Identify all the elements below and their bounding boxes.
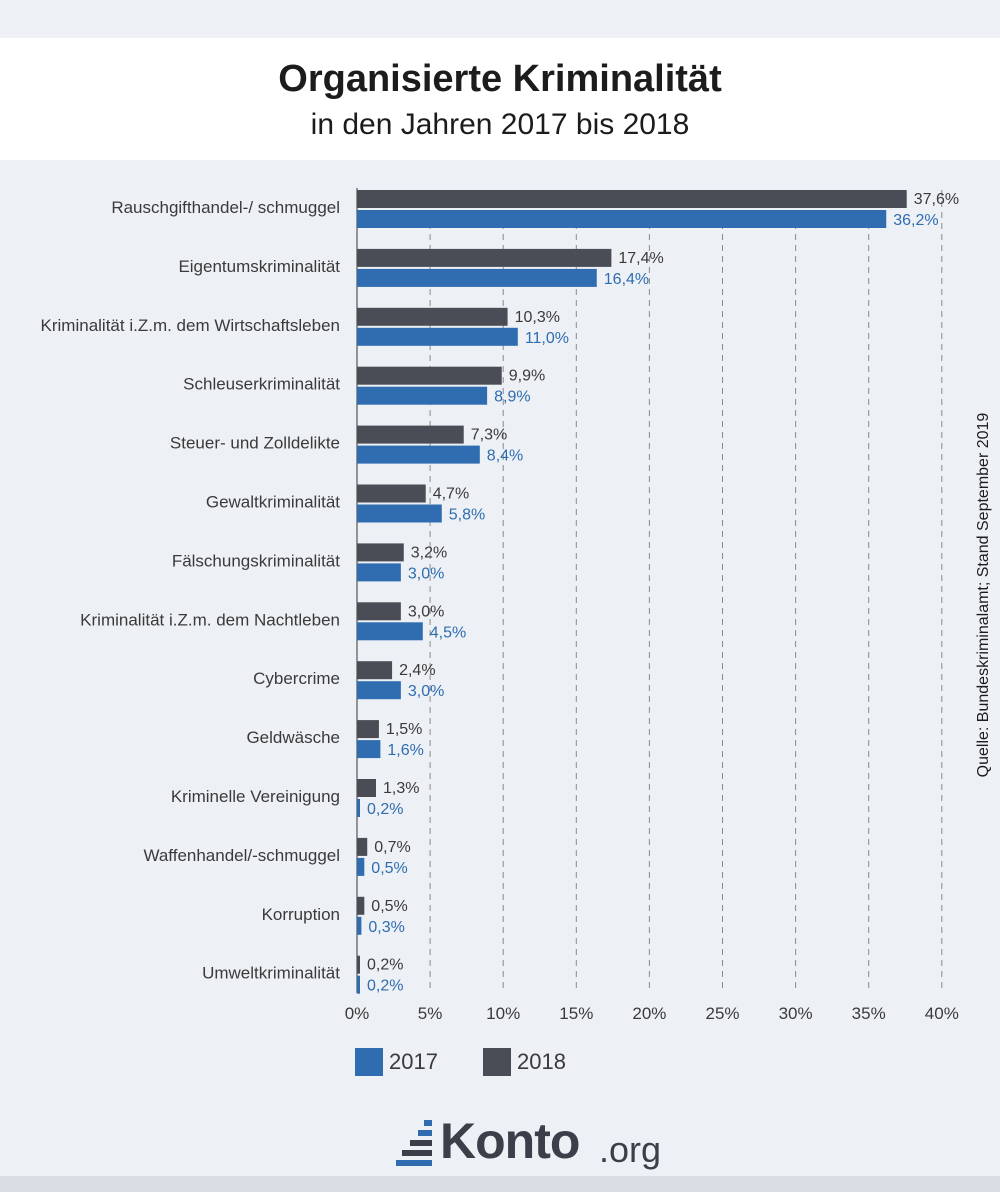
data-label-2018: 9,9% <box>509 368 545 385</box>
x-tick-label: 20% <box>632 1004 666 1023</box>
category-label: Cybercrime <box>253 669 340 688</box>
data-label-2017: 3,0% <box>408 565 444 582</box>
bar-2017 <box>357 740 381 759</box>
bar-2018 <box>357 779 377 797</box>
x-tick-label: 15% <box>559 1004 593 1023</box>
bar-2018 <box>357 720 379 739</box>
data-label-2018: 0,7% <box>374 839 410 856</box>
header: Organisierte Kriminalität in den Jahren … <box>0 38 1000 160</box>
category-label: Waffenhandel/-schmuggel <box>143 846 340 865</box>
bar-2017 <box>357 386 488 405</box>
bar-2018 <box>357 425 464 444</box>
data-label-2017: 3,0% <box>408 683 444 700</box>
bar-2017 <box>357 916 362 935</box>
category-label: Rauschgifthandel-/ schmuggel <box>111 198 340 217</box>
data-label-2018: 1,5% <box>386 721 422 738</box>
top-strip <box>0 0 1000 38</box>
bar-2018 <box>357 896 365 915</box>
data-label-2018: 2,4% <box>399 662 435 679</box>
data-label-2018: 10,3% <box>515 309 560 326</box>
bar-2017 <box>357 445 480 464</box>
data-label-2017: 5,8% <box>449 507 485 524</box>
data-label-2017: 0,5% <box>371 860 407 877</box>
data-label-2017: 1,6% <box>387 742 423 759</box>
x-tick-label: 35% <box>852 1004 886 1023</box>
data-label-2018: 0,2% <box>367 957 403 974</box>
bar-2017 <box>357 857 365 876</box>
data-label-2018: 17,4% <box>618 250 663 267</box>
konto-logo: Konto .org <box>396 1112 666 1170</box>
data-label-2017: 0,2% <box>367 978 403 995</box>
x-tick-label: 10% <box>486 1004 520 1023</box>
legend-swatch-2017 <box>355 1048 383 1076</box>
data-label-2017: 4,5% <box>430 624 466 641</box>
category-label: Kriminalität i.Z.m. dem Wirtschaftsleben <box>41 316 340 335</box>
bar-2018 <box>357 248 612 267</box>
bar-2018 <box>357 837 368 856</box>
bar-2017 <box>357 504 442 523</box>
data-label-2018: 7,3% <box>471 427 507 444</box>
category-label: Umweltkriminalität <box>202 964 340 983</box>
data-label-2017: 11,0% <box>525 330 569 347</box>
page-subtitle: in den Jahren 2017 bis 2018 <box>310 108 690 141</box>
data-label-2018: 0,5% <box>371 898 407 915</box>
data-label-2017: 0,2% <box>367 801 403 818</box>
bar-2017 <box>357 327 518 346</box>
data-label-2018: 4,7% <box>433 486 469 503</box>
bar-2018 <box>357 543 404 562</box>
category-label: Geldwäsche <box>246 728 340 747</box>
legend-swatch-2018 <box>483 1048 511 1076</box>
bar-2018 <box>357 955 360 974</box>
bar-2017 <box>357 563 401 582</box>
category-label: Eigentumskriminalität <box>178 257 340 276</box>
bar-2017 <box>357 975 360 994</box>
data-label-2017: 8,9% <box>494 389 530 406</box>
bar-2018 <box>357 602 401 621</box>
bar-2018 <box>357 484 426 503</box>
bottom-strip <box>0 1176 1000 1192</box>
legend-label-2018: 2018 <box>517 1049 566 1074</box>
bar-2017 <box>357 799 360 817</box>
data-label-2018: 3,0% <box>408 603 444 620</box>
x-tick-label: 25% <box>705 1004 739 1023</box>
source-note: Quelle: Bundeskriminalamt; Stand Septemb… <box>975 412 992 778</box>
page-title: Organisierte Kriminalität <box>278 58 722 100</box>
bar-2017 <box>357 681 401 700</box>
bar-2017 <box>357 268 597 287</box>
stacked-bars-icon <box>396 1120 432 1166</box>
x-tick-label: 0% <box>345 1004 370 1023</box>
data-label-2018: 1,3% <box>383 780 419 797</box>
x-tick-label: 5% <box>418 1004 443 1023</box>
bar-2018 <box>357 661 393 680</box>
category-label: Gewaltkriminalität <box>206 493 340 512</box>
category-label: Kriminelle Vereinigung <box>171 787 340 806</box>
x-tick-label: 30% <box>779 1004 813 1023</box>
data-label-2017: 0,3% <box>368 919 404 936</box>
bar-2018 <box>357 190 907 208</box>
legend-label-2017: 2017 <box>389 1049 438 1074</box>
category-label: Schleuserkriminalität <box>183 375 340 394</box>
data-label-2018: 3,2% <box>411 544 447 561</box>
bar-2018 <box>357 366 502 385</box>
data-label-2017: 36,2% <box>893 212 938 229</box>
bar-2018 <box>357 307 508 326</box>
category-label: Korruption <box>262 905 340 924</box>
logo-name: Konto <box>440 1113 580 1169</box>
bar-2017 <box>357 622 423 641</box>
bar-chart: 0% 5% 10% 15% 20% 25% 30% 35% 40% Rauschgifthande… <box>41 188 959 1023</box>
category-label: Kriminalität i.Z.m. dem Nachtleben <box>80 610 340 629</box>
data-label-2017: 16,4% <box>604 271 649 288</box>
data-label-2018: 37,6% <box>914 191 959 208</box>
bar-2017 <box>357 210 887 228</box>
data-label-2017: 8,4% <box>487 448 523 465</box>
logo-tld: .org <box>599 1129 662 1170</box>
category-label: Fälschungskriminalität <box>172 551 340 570</box>
category-label: Steuer- und Zolldelikte <box>170 434 340 453</box>
x-tick-label: 40% <box>925 1004 959 1023</box>
